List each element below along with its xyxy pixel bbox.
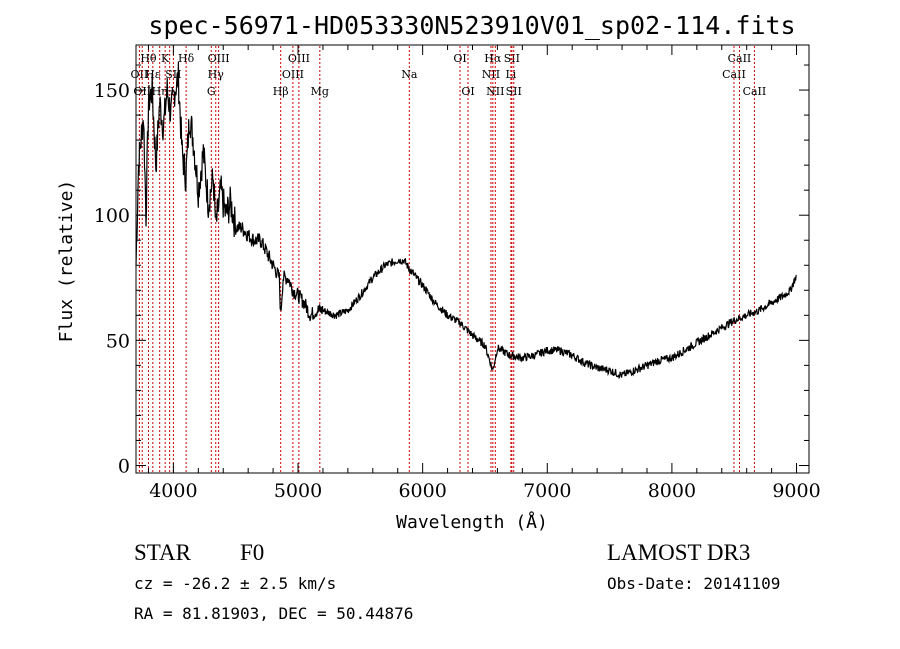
spectral-line-label: G: [207, 85, 216, 98]
redshift-value: cz = -26.2 ± 2.5 km/s: [134, 574, 336, 593]
x-tick-label: 9000: [772, 480, 820, 502]
x-tick-label: 5000: [274, 480, 322, 502]
y-tick-label: 0: [118, 455, 130, 477]
spectral-line-label: CaII: [728, 52, 752, 65]
spectral-line-label: Mg: [311, 85, 329, 98]
spectral-line-label: CaII: [722, 68, 746, 81]
y-tick-label: 150: [94, 80, 130, 102]
y-tick-label: 50: [106, 330, 130, 352]
spectral-line-label: OIII: [288, 52, 310, 65]
object-subclass: F0: [240, 540, 264, 565]
survey-name: LAMOST DR3: [607, 540, 750, 565]
coordinates: RA = 81.81903, DEC = 50.44876: [134, 604, 413, 623]
x-tick-label: 4000: [149, 480, 197, 502]
spectral-line-label: Li: [505, 68, 516, 81]
axis-ticks: 4000 5000 6000 7000 8000 9000 0 50 100 150: [94, 45, 821, 502]
spectral-line-label: NII: [486, 85, 504, 98]
y-axis-title: Flux (relative): [56, 180, 77, 343]
plot-frame: [135, 44, 810, 474]
spectral-line-label: K: [161, 52, 170, 65]
spectral-line-label: Hε: [145, 68, 161, 81]
y-tick-label: 100: [94, 205, 130, 227]
spectral-line-label: H: [165, 85, 175, 98]
x-axis-title: Wavelength (Å): [396, 511, 548, 533]
spectral-line-label: Hθ: [140, 52, 157, 65]
spectral-line-label: OII: [131, 68, 149, 81]
spectral-line-label: OI: [453, 52, 466, 65]
object-class: STAR: [134, 540, 192, 565]
spectral-line-label: Na: [401, 68, 418, 81]
spectrum-line: [135, 61, 797, 380]
spectral-line-label: SII: [506, 85, 522, 98]
spectral-line-label: NII: [482, 68, 500, 81]
spectral-line-label: Hα: [484, 52, 502, 65]
spectral-line-label: Hβ: [273, 85, 289, 98]
spectral-line-label: Hδ: [178, 52, 195, 65]
x-tick-label: 6000: [398, 480, 446, 502]
spectral-line-label: SII: [504, 52, 520, 65]
chart-title: spec-56971-HD053330N523910V01_sp02-114.f…: [148, 11, 795, 40]
spectral-line-label: CaII: [743, 85, 767, 98]
spectral-line-label: Hγ: [208, 68, 225, 81]
spectral-line-label: Hη: [152, 85, 168, 98]
obs-date: Obs-Date: 20141109: [607, 574, 780, 593]
spectral-line-label: OIII: [208, 52, 230, 65]
spectral-line-label: OI: [461, 85, 474, 98]
spectral-line-markers: OII OII Hθ Hε Hη K H SII Hδ G Hγ OIII Hβ OIII OIII Mg Na…: [131, 46, 767, 472]
x-tick-label: 7000: [523, 480, 571, 502]
spectral-line-label: OIII: [282, 68, 304, 81]
spectral-line-label: OII: [133, 85, 151, 98]
x-tick-label: 8000: [648, 480, 696, 502]
